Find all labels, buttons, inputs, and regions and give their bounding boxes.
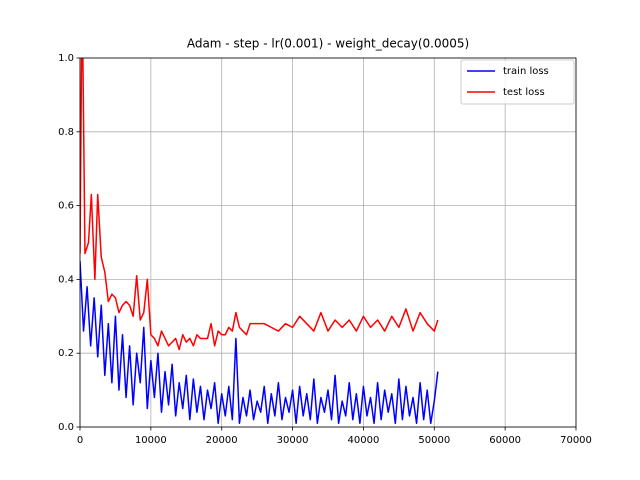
chart-title: Adam - step - lr(0.001) - weight_decay(0… <box>187 37 469 51</box>
y-tick-label: 0.4 <box>58 274 74 285</box>
y-tick-label: 0.0 <box>58 422 74 433</box>
x-tick-label: 10000 <box>135 435 167 446</box>
y-tick-label: 0.8 <box>58 127 74 138</box>
y-tick-label: 0.2 <box>58 348 74 359</box>
axes-frame <box>79 57 577 428</box>
x-tick-label: 20000 <box>206 435 238 446</box>
series-line <box>80 260 439 425</box>
y-tick-label: 0.6 <box>58 201 74 212</box>
x-tick-label: 70000 <box>560 435 592 446</box>
plot-area <box>80 58 439 425</box>
x-tick-label: 50000 <box>418 435 450 446</box>
legend-label: train loss <box>503 66 549 77</box>
x-tick-label: 30000 <box>277 435 309 446</box>
series-line <box>80 58 439 351</box>
x-tick-label: 40000 <box>348 435 380 446</box>
x-tick-label: 0 <box>77 435 83 446</box>
y-tick-label: 1.0 <box>58 53 74 64</box>
x-tick-label: 60000 <box>489 435 521 446</box>
legend-label: test loss <box>503 87 545 98</box>
